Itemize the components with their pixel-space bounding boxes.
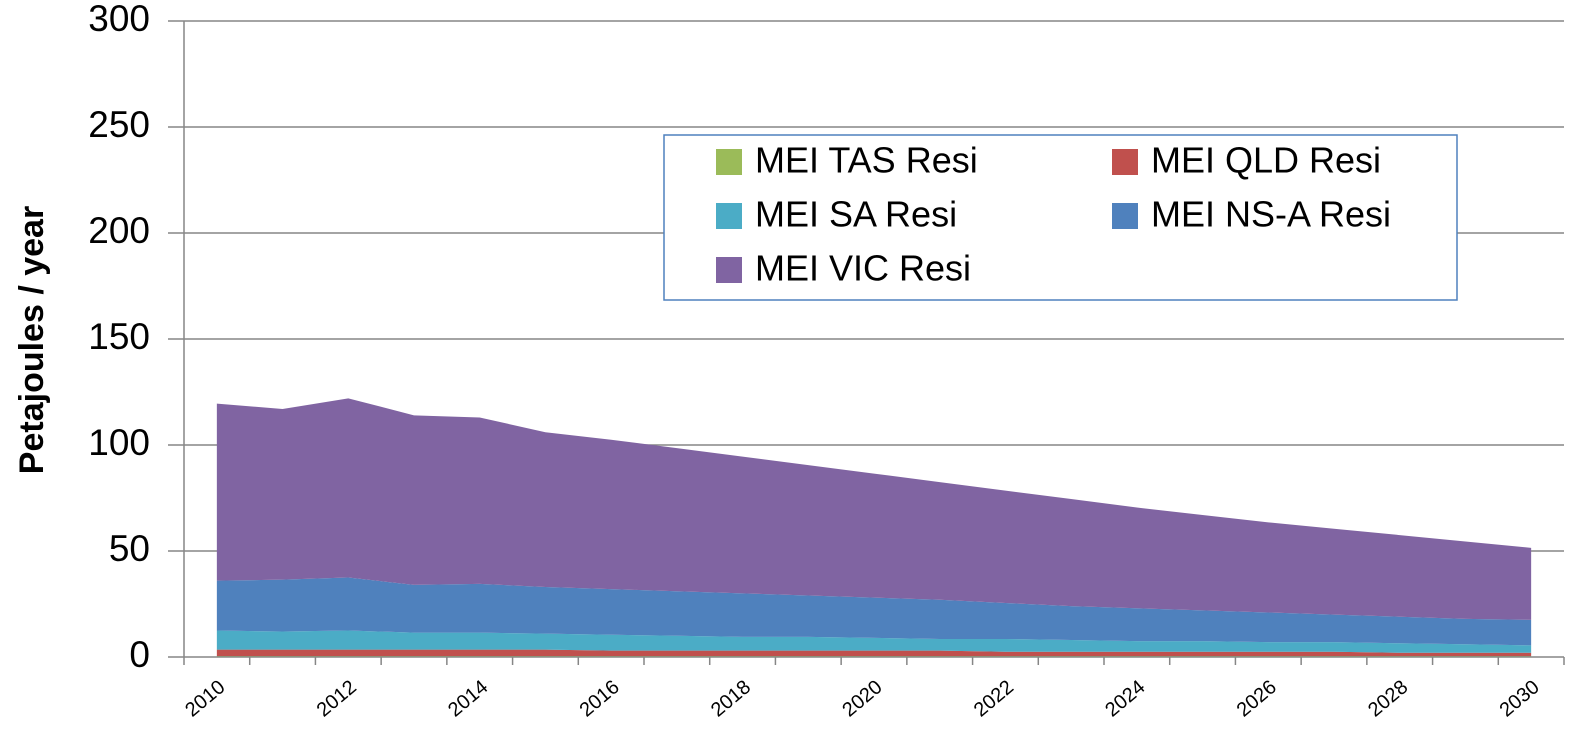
legend-label: MEI NS-A Resi: [1151, 194, 1391, 235]
legend-swatch: [1112, 203, 1138, 229]
y-tick-label: 250: [88, 104, 150, 145]
x-tick-label: 2014: [444, 676, 492, 721]
legend: MEI TAS Resi MEI QLD Resi MEI SA Resi MEI N…: [663, 134, 1458, 301]
x-tick-label: 2010: [181, 676, 229, 721]
legend-swatch: [1112, 149, 1138, 175]
x-tick-label: 2028: [1364, 676, 1412, 721]
area: [216, 577, 1532, 646]
legend-box: [663, 134, 1458, 301]
x-tick-label: 2016: [576, 676, 624, 721]
x-tick-label: 2024: [1101, 676, 1149, 721]
y-tick-label: 50: [109, 528, 150, 569]
x-tick-label: 2018: [707, 676, 755, 721]
y-tick-label: 200: [88, 210, 150, 251]
x-tick-label: 2026: [1233, 676, 1281, 721]
legend-label: MEI SA Resi: [755, 194, 957, 235]
y-axis-title: Petajoules / year: [13, 206, 51, 474]
legend-swatch: [716, 149, 742, 175]
legend-swatch: [716, 203, 742, 229]
x-tick-label: 2020: [838, 676, 886, 721]
y-tick-label: 300: [88, 0, 150, 39]
legend-swatch: [716, 257, 742, 283]
legend-label: MEI VIC Resi: [755, 248, 971, 289]
area: [216, 398, 1532, 620]
area: [216, 649, 1532, 656]
x-tick-label: 2022: [970, 676, 1018, 721]
y-tick-label: 150: [88, 316, 150, 357]
x-tick-label: 2030: [1496, 676, 1544, 721]
area: [216, 630, 1532, 653]
y-tick-label: 100: [88, 422, 150, 463]
legend-label: MEI TAS Resi: [755, 140, 978, 181]
x-tick-label: 2012: [313, 676, 361, 721]
y-tick-label: 0: [129, 634, 150, 675]
legend-label: MEI QLD Resi: [1151, 140, 1381, 181]
